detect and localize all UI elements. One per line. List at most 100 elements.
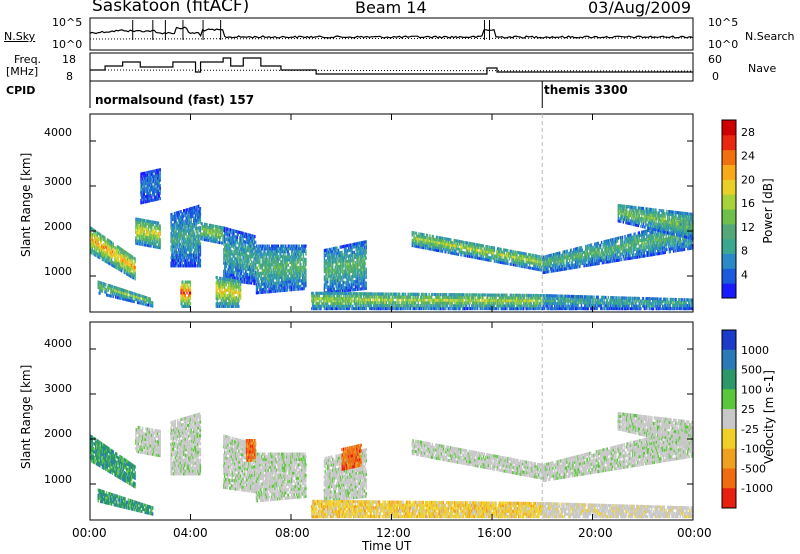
data-cell [186, 213, 188, 217]
data-cell [179, 223, 181, 227]
data-cell [97, 285, 99, 289]
data-cell [121, 294, 124, 298]
data-cell [184, 237, 186, 241]
data-cell [106, 238, 109, 242]
data-cell [174, 264, 176, 268]
data-cell [174, 233, 176, 237]
data-cell [93, 234, 95, 238]
data-cell [183, 247, 185, 251]
data-cell [146, 243, 149, 247]
data-cell [255, 244, 258, 248]
data-cell [172, 261, 175, 265]
data-cell [147, 170, 150, 174]
data-cell [149, 238, 151, 242]
data-cell [101, 257, 104, 261]
data-cell [92, 228, 94, 232]
data-cell [131, 294, 134, 298]
data-cell [189, 212, 192, 216]
data-cell [115, 246, 117, 250]
data-cell [140, 221, 142, 225]
data-cell [151, 236, 153, 240]
data-cell [177, 245, 179, 249]
data-cell [193, 264, 195, 268]
data-cell [187, 259, 189, 263]
data-cell [172, 228, 174, 232]
data-cell [353, 299, 356, 303]
data-cell [352, 304, 354, 308]
data-cell [110, 251, 112, 255]
data-cell [183, 236, 185, 240]
data-cell [352, 253, 354, 257]
data-cell [146, 194, 148, 198]
data-cell [177, 261, 179, 265]
data-cell [153, 182, 156, 186]
data-cell [183, 256, 186, 260]
data-cell [390, 292, 393, 296]
data-cell [113, 251, 115, 255]
data-cell [146, 235, 149, 239]
data-cell [334, 299, 336, 303]
nsearch-tick-top: 10^5 [708, 16, 739, 29]
data-cell [287, 274, 289, 278]
data-cell [158, 243, 161, 247]
data-cell [183, 245, 185, 249]
data-cell [365, 267, 367, 271]
data-cell [133, 256, 135, 260]
data-cell [289, 258, 291, 262]
data-cell [385, 301, 387, 305]
data-cell [154, 171, 156, 175]
data-cell [107, 238, 109, 242]
data-cell [133, 294, 135, 298]
data-cell [150, 239, 152, 243]
data-cell [181, 288, 183, 292]
data-cell [377, 304, 379, 308]
data-cell [156, 245, 158, 249]
data-cell [198, 264, 201, 268]
data-cell [213, 234, 215, 238]
data-cell [190, 245, 192, 249]
data-cell [199, 264, 202, 268]
data-cell [183, 285, 185, 289]
data-cell [258, 255, 260, 259]
data-cell [374, 292, 377, 296]
data-cell [176, 227, 178, 231]
data-cell [180, 302, 182, 306]
data-cell [100, 244, 103, 248]
data-cell [141, 232, 143, 236]
data-cell [194, 240, 197, 244]
data-cell [148, 181, 150, 185]
cpid-segment-1: normalsound (fast) 157 [95, 93, 255, 107]
data-cell [346, 292, 348, 295]
data-cell [105, 290, 107, 294]
data-cell [117, 245, 119, 249]
data-cell [103, 248, 105, 252]
data-cell [177, 224, 179, 228]
data-cell [134, 295, 136, 299]
data-cell [145, 181, 147, 185]
data-cell [197, 234, 199, 238]
data-cell [175, 240, 177, 244]
data-cell [99, 246, 101, 249]
data-cell [155, 245, 157, 249]
data-cell [176, 264, 178, 268]
data-cell [141, 172, 144, 176]
data-cell [264, 249, 266, 253]
data-cell [120, 263, 122, 267]
data-cell [114, 251, 116, 255]
data-cell [157, 168, 159, 172]
data-cell [157, 192, 160, 196]
data-cell [115, 289, 117, 293]
data-cell [149, 220, 151, 224]
data-cell [254, 235, 256, 239]
data-cell [176, 243, 178, 247]
data-cell [193, 245, 195, 249]
data-cell [108, 239, 110, 243]
data-cell [111, 244, 114, 248]
data-cell [178, 237, 181, 241]
data-cell [195, 240, 197, 244]
data-cell [224, 293, 227, 297]
data-cell [117, 290, 119, 294]
data-cell [173, 217, 176, 221]
data-cell [174, 253, 176, 257]
data-cell [385, 292, 387, 296]
